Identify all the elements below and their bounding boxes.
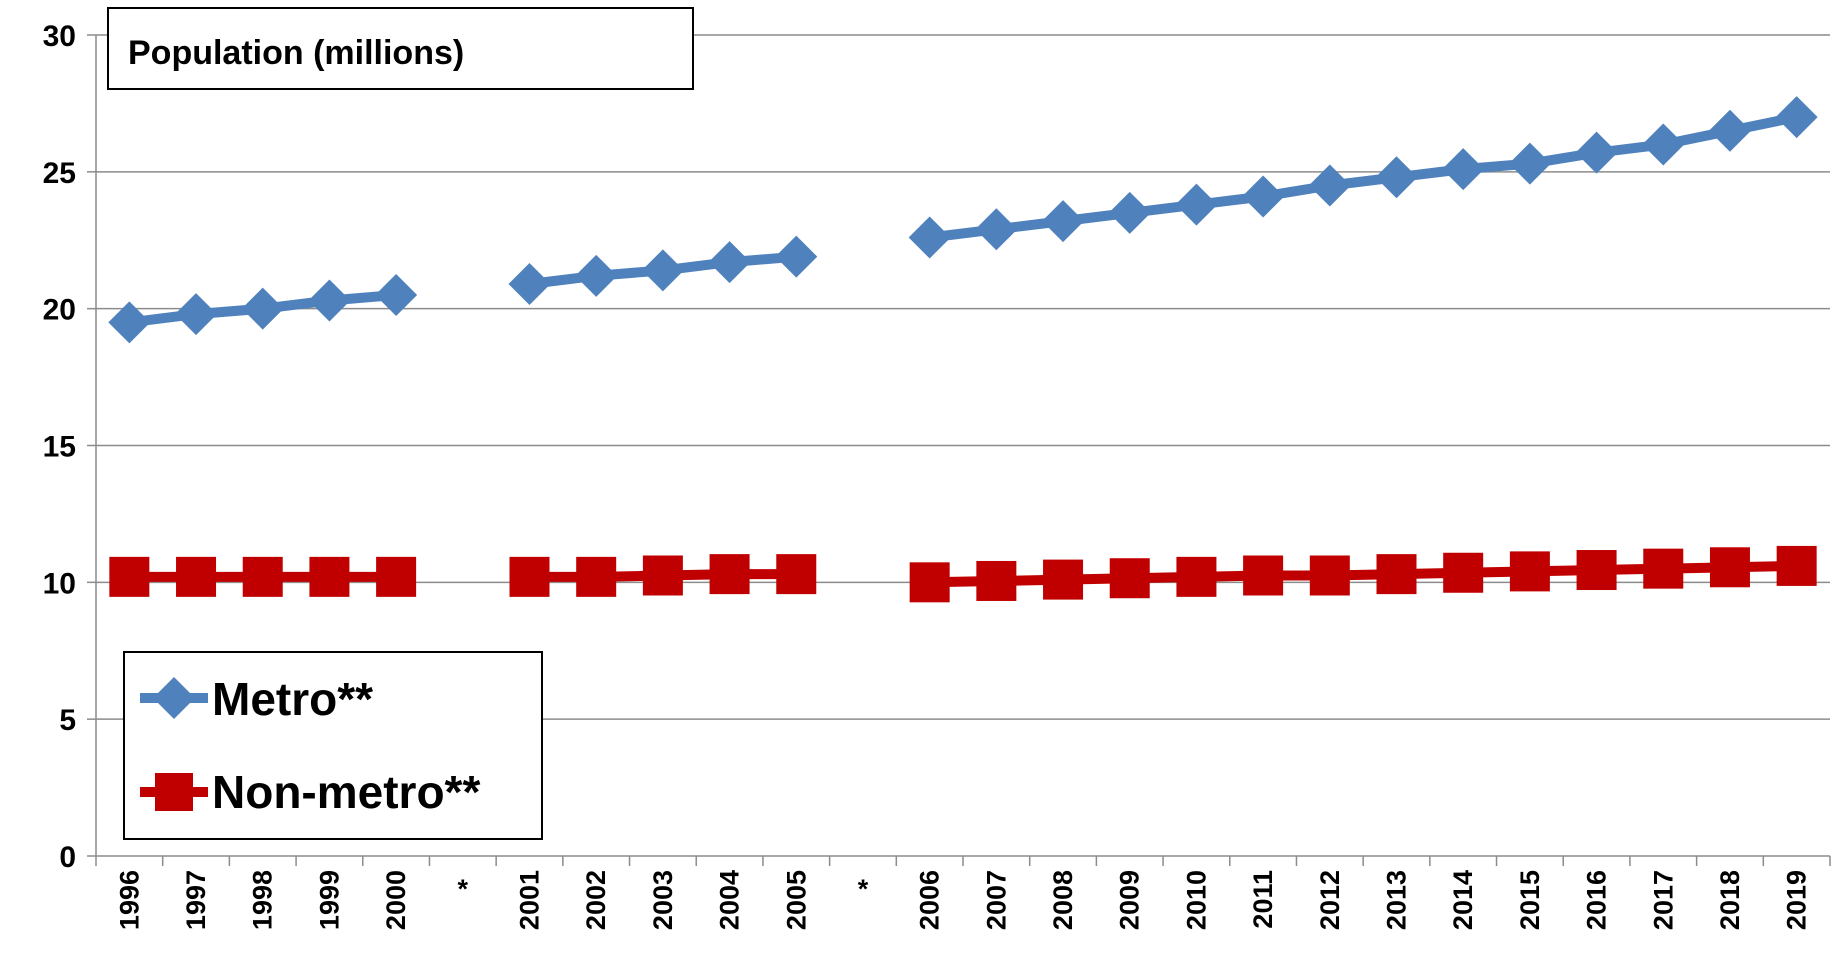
y-tick-label: 10 (43, 567, 76, 600)
legend-label-non-metro: Non-metro** (212, 766, 480, 818)
series-metro (108, 96, 1818, 344)
data-point-non-metro (1176, 556, 1217, 597)
legend: Metro** Non-metro** (123, 651, 543, 840)
data-point-metro (1775, 96, 1818, 139)
data-point-non-metro (1576, 550, 1617, 591)
data-point-non-metro (1109, 558, 1150, 599)
data-point-non-metro (1776, 545, 1817, 586)
legend-item-metro: Metro** (140, 673, 373, 725)
x-tick-label: 2018 (1715, 870, 1745, 930)
gridlines (96, 34, 1830, 720)
data-point-metro (1375, 156, 1418, 199)
legend-label-metro: Metro** (212, 673, 373, 725)
x-tick-label: 1996 (114, 870, 144, 930)
x-tick-label: 1997 (181, 870, 211, 930)
data-point-metro (708, 241, 751, 284)
series-non-metro (109, 545, 1817, 603)
data-point-non-metro (309, 556, 350, 597)
data-point-metro (241, 287, 284, 330)
data-point-metro (1108, 191, 1151, 234)
data-point-metro (1575, 131, 1618, 174)
y-tick-label: 5 (59, 704, 76, 737)
x-tick-label: 2004 (715, 870, 745, 930)
x-tick-label: 2014 (1448, 870, 1478, 930)
x-tick-label: 2010 (1181, 870, 1211, 930)
x-tick-label: 1998 (248, 870, 278, 930)
x-tick-label: 2006 (915, 870, 945, 930)
x-tick-label: 2011 (1248, 870, 1278, 929)
data-point-non-metro (1309, 555, 1350, 596)
x-tick-label: * (858, 874, 869, 904)
data-point-metro (1242, 175, 1285, 218)
data-point-non-metro (909, 562, 950, 603)
legend-box (123, 651, 543, 840)
data-point-non-metro (576, 556, 617, 597)
x-tick-label: 2005 (781, 870, 811, 930)
legend-item-non-metro: Non-metro** (140, 766, 480, 818)
data-point-non-metro (1043, 559, 1084, 600)
data-point-non-metro (1509, 551, 1550, 592)
legend-marker-non-metro (155, 773, 193, 811)
data-point-metro (1642, 123, 1685, 166)
data-point-metro (1708, 109, 1751, 152)
data-point-metro (775, 235, 818, 278)
data-point-non-metro (1443, 552, 1484, 593)
data-point-metro (175, 293, 218, 336)
y-tick-label: 0 (59, 841, 76, 874)
data-point-non-metro (109, 556, 150, 597)
data-point-non-metro (776, 554, 817, 595)
y-tick-label: 15 (43, 431, 76, 464)
data-point-non-metro (176, 556, 217, 597)
data-point-non-metro (642, 555, 683, 596)
data-point-non-metro (1243, 555, 1284, 596)
data-point-metro (1508, 142, 1551, 185)
y-axis-label: Population (millions) (128, 34, 464, 72)
data-point-non-metro (1709, 547, 1750, 588)
data-point-metro (1042, 200, 1085, 243)
x-tick-label: 2009 (1115, 870, 1145, 930)
data-point-metro (108, 301, 151, 344)
x-tick-label: 2019 (1782, 870, 1812, 930)
data-point-non-metro (376, 556, 417, 597)
x-tick-label: 2001 (515, 870, 545, 930)
x-tick-label: 2002 (581, 870, 611, 930)
axes: 0 5 10 15 20 25 30 1996 1997 1998 1999 2000 * 2001 200… (43, 20, 1831, 930)
data-point-metro (1442, 148, 1485, 191)
y-tick-label: 30 (43, 20, 76, 53)
x-tick-label: 2013 (1382, 870, 1412, 930)
data-point-metro (575, 254, 618, 297)
x-tick-label: 2007 (981, 870, 1011, 930)
data-point-non-metro (976, 560, 1017, 601)
series (108, 96, 1818, 603)
data-point-metro (641, 249, 684, 292)
x-tick-label: 2012 (1315, 870, 1345, 930)
data-point-metro (1175, 183, 1218, 226)
x-tick-label: 2008 (1048, 870, 1078, 930)
data-point-metro (975, 208, 1018, 251)
legend-marker-metro (153, 677, 195, 719)
data-point-non-metro (1643, 548, 1684, 589)
data-point-non-metro (509, 556, 550, 597)
data-point-metro (1308, 164, 1351, 207)
data-point-non-metro (709, 554, 750, 595)
y-tick-label: 25 (43, 157, 76, 190)
data-point-metro (308, 279, 351, 322)
data-point-metro (908, 216, 951, 259)
x-tick-label: 2015 (1515, 870, 1545, 930)
y-axis-title-box: Population (millions) (107, 7, 694, 90)
x-tick-label: 2003 (648, 870, 678, 930)
x-tick-label: 1999 (314, 870, 344, 930)
data-point-metro (508, 263, 551, 306)
x-tick-label: 2000 (381, 870, 411, 930)
x-tick-label: 2016 (1582, 870, 1612, 930)
data-point-metro (375, 273, 418, 316)
y-tick-label: 20 (43, 294, 76, 327)
data-point-non-metro (242, 556, 283, 597)
x-tick-label: 2017 (1648, 870, 1678, 930)
data-point-non-metro (1376, 554, 1417, 595)
x-tick-label: * (458, 874, 469, 904)
